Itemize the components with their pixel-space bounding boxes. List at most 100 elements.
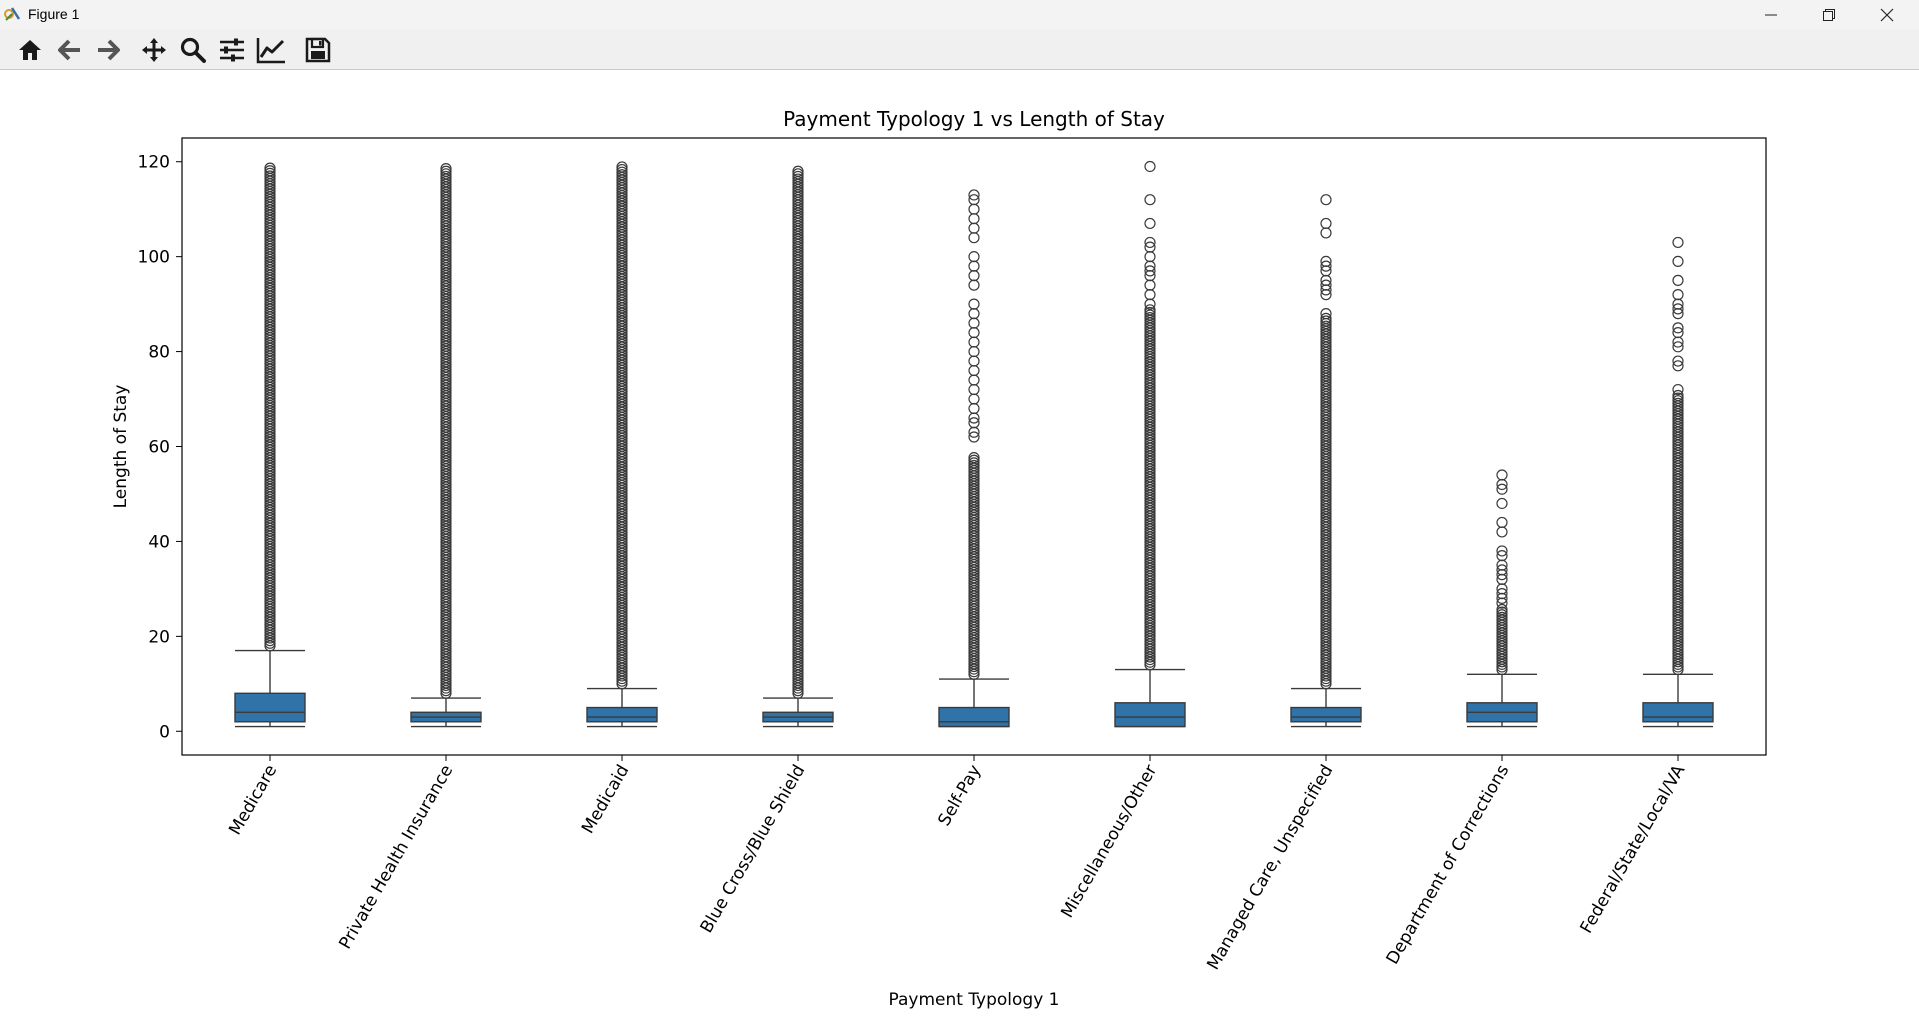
outlier-point bbox=[968, 374, 980, 386]
y-tick-label: 0 bbox=[159, 722, 170, 742]
y-tick-label: 120 bbox=[138, 153, 170, 173]
minimize-button[interactable] bbox=[1742, 0, 1800, 29]
outlier-point bbox=[1144, 251, 1156, 263]
outlier-point bbox=[1672, 326, 1684, 339]
outlier-point bbox=[968, 383, 980, 396]
box-iqr bbox=[1290, 706, 1362, 723]
outlier-point bbox=[1672, 289, 1684, 301]
y-tick-label: 40 bbox=[148, 532, 170, 552]
box-group bbox=[586, 161, 658, 728]
move-icon bbox=[142, 38, 166, 62]
sliders-icon bbox=[220, 38, 244, 62]
zoom-icon bbox=[180, 37, 206, 63]
outlier-point bbox=[1496, 516, 1508, 529]
y-axis-label: Length of Stay bbox=[111, 385, 131, 509]
outlier-point bbox=[616, 161, 628, 173]
outlier-point bbox=[264, 162, 276, 174]
figure-canvas[interactable]: Payment Typology 1 vs Length of Stay 0 20 4… bbox=[0, 70, 1919, 1018]
app-icon bbox=[4, 7, 21, 21]
outlier-point bbox=[1144, 289, 1156, 301]
outlier-point bbox=[1496, 483, 1508, 495]
box-iqr bbox=[234, 692, 306, 723]
back-button[interactable] bbox=[54, 34, 86, 66]
outlier-point bbox=[440, 163, 452, 175]
outlier-point bbox=[968, 317, 980, 329]
outlier-point bbox=[968, 251, 980, 263]
outlier-point bbox=[968, 203, 980, 215]
outlier-point bbox=[1672, 322, 1684, 334]
outlier-point bbox=[792, 170, 804, 183]
configure-subplots-button[interactable] bbox=[216, 34, 248, 66]
outlier-point bbox=[968, 345, 980, 358]
edit-axis-button[interactable] bbox=[255, 34, 287, 66]
outlier-point bbox=[1144, 312, 1156, 324]
outlier-point bbox=[1320, 260, 1332, 272]
outlier-point bbox=[1672, 397, 1684, 409]
box-plot-chart: Payment Typology 1 vs Length of Stay 0 20 4… bbox=[111, 107, 1767, 1010]
restore-icon bbox=[1823, 8, 1835, 21]
outlier-point bbox=[1320, 255, 1332, 267]
outlier-point bbox=[1672, 395, 1684, 407]
box-group bbox=[410, 163, 482, 728]
outlier-point bbox=[1144, 217, 1156, 230]
forward-button[interactable] bbox=[92, 34, 124, 66]
outlier-point bbox=[616, 169, 628, 181]
outlier-point bbox=[1496, 545, 1508, 557]
outlier-point bbox=[1144, 309, 1156, 321]
outlier-point bbox=[1144, 279, 1156, 291]
x-tick-label: Federal/State/Local/VA bbox=[1576, 761, 1689, 937]
x-tick-label: Medicare bbox=[225, 762, 281, 839]
outlier-point bbox=[968, 270, 980, 282]
outlier-point bbox=[1496, 609, 1508, 621]
outlier-point bbox=[1672, 360, 1684, 372]
outlier-point bbox=[968, 355, 980, 367]
chart-title: Payment Typology 1 vs Length of Stay bbox=[783, 107, 1165, 131]
outlier-point bbox=[1320, 315, 1332, 327]
outlier-point bbox=[1320, 194, 1332, 206]
outlier-point bbox=[1144, 194, 1156, 206]
outlier-point bbox=[968, 326, 980, 339]
outlier-point bbox=[616, 166, 628, 178]
line-chart-icon bbox=[256, 38, 285, 64]
outlier-point bbox=[1320, 312, 1332, 324]
box-group bbox=[1114, 160, 1186, 728]
outlier-point bbox=[1496, 611, 1508, 623]
window-title: Figure 1 bbox=[28, 6, 80, 22]
y-tick-label: 100 bbox=[138, 248, 170, 268]
box-group bbox=[234, 162, 306, 728]
outlier-point bbox=[968, 364, 980, 377]
minimize-icon bbox=[1765, 14, 1777, 15]
outlier-point bbox=[968, 279, 980, 291]
close-button[interactable] bbox=[1858, 0, 1916, 29]
outlier-point bbox=[968, 189, 980, 201]
outlier-point bbox=[968, 260, 980, 272]
outlier-point bbox=[440, 168, 452, 180]
x-tick-label: Self-Pay bbox=[934, 762, 985, 830]
outlier-point bbox=[968, 452, 980, 464]
outlier-point bbox=[1496, 526, 1508, 538]
box-group bbox=[938, 189, 1010, 728]
outlier-point bbox=[1496, 564, 1508, 576]
save-button[interactable] bbox=[302, 34, 334, 66]
outlier-point bbox=[1672, 236, 1684, 249]
x-tick-label: Department of Corrections bbox=[1383, 761, 1514, 968]
outlier-point bbox=[1144, 306, 1156, 319]
x-tick-label: Medicaid bbox=[578, 762, 633, 838]
outlier-point bbox=[1672, 274, 1684, 286]
home-icon bbox=[19, 40, 41, 60]
outlier-point bbox=[1496, 603, 1508, 616]
restore-button[interactable] bbox=[1800, 0, 1858, 29]
outlier-point bbox=[1320, 308, 1332, 320]
outlier-point bbox=[1144, 241, 1156, 253]
home-button[interactable] bbox=[14, 34, 46, 66]
outlier-point bbox=[1320, 227, 1332, 239]
outlier-point bbox=[1144, 160, 1156, 173]
box-group bbox=[1466, 469, 1538, 728]
zoom-button[interactable] bbox=[177, 34, 209, 66]
outlier-point bbox=[1144, 265, 1156, 277]
outlier-point bbox=[440, 170, 452, 183]
title-bar: Figure 1 bbox=[0, 0, 1919, 29]
outlier-point bbox=[264, 165, 276, 177]
outlier-point bbox=[1320, 320, 1332, 332]
pan-button[interactable] bbox=[138, 34, 170, 66]
